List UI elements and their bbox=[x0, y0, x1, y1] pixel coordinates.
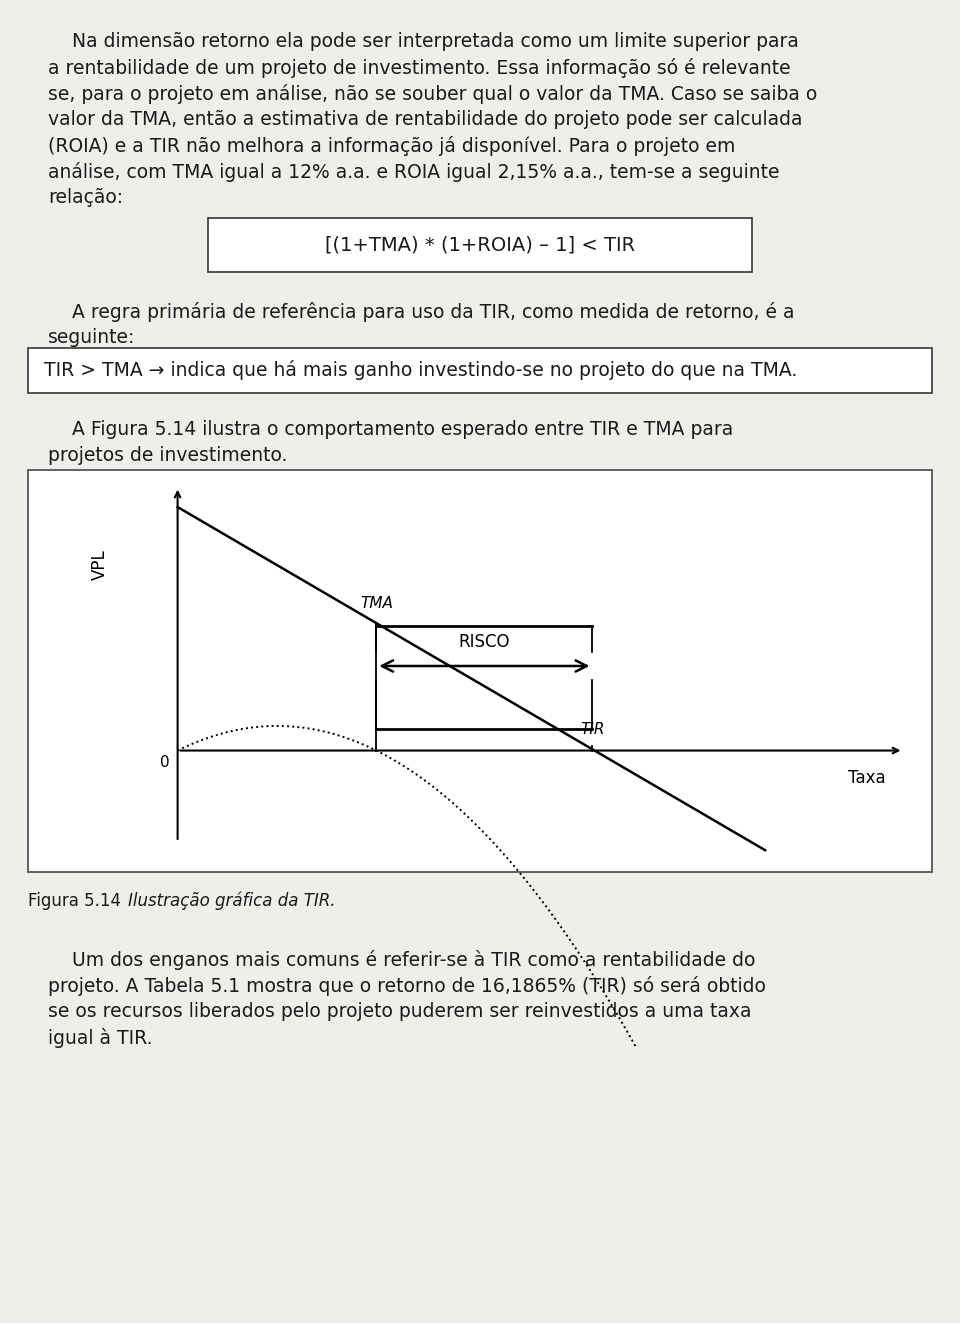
Text: a rentabilidade de um projeto de investimento. Essa informação só é relevante: a rentabilidade de um projeto de investi… bbox=[48, 58, 791, 78]
Text: VPL: VPL bbox=[91, 549, 108, 579]
Text: projeto. A Tabela 5.1 mostra que o retorno de 16,1865% (TIR) só será obtido: projeto. A Tabela 5.1 mostra que o retor… bbox=[48, 976, 766, 996]
Text: RISCO: RISCO bbox=[459, 632, 510, 651]
Text: se, para o projeto em análise, não se souber qual o valor da TMA. Caso se saiba : se, para o projeto em análise, não se so… bbox=[48, 83, 817, 105]
Text: TIR > TMA → indica que há mais ganho investindo-se no projeto do que na TMA.: TIR > TMA → indica que há mais ganho inv… bbox=[44, 360, 797, 381]
Text: A regra primária de referência para uso da TIR, como medida de retorno, é a: A regra primária de referência para uso … bbox=[48, 302, 795, 321]
Text: TIR: TIR bbox=[580, 722, 605, 737]
Bar bbox=[208, 218, 752, 273]
Text: projetos de investimento.: projetos de investimento. bbox=[48, 446, 287, 464]
Text: análise, com TMA igual a 12% a.a. e ROIA igual 2,15% a.a., tem-se a seguinte: análise, com TMA igual a 12% a.a. e ROIA… bbox=[48, 161, 780, 183]
Text: [(1+TMA) * (1+ROIA) – 1] < TIR: [(1+TMA) * (1+ROIA) – 1] < TIR bbox=[324, 235, 636, 254]
Bar bbox=[28, 348, 932, 393]
Text: Um dos enganos mais comuns é referir-se à TIR como a rentabilidade do: Um dos enganos mais comuns é referir-se … bbox=[48, 950, 756, 970]
Text: TMA: TMA bbox=[360, 597, 393, 611]
Text: 0: 0 bbox=[160, 754, 170, 770]
Text: A Figura 5.14 ilustra o comportamento esperado entre TIR e TMA para: A Figura 5.14 ilustra o comportamento es… bbox=[48, 419, 733, 439]
Text: Figura 5.14: Figura 5.14 bbox=[28, 892, 121, 910]
Text: Na dimensão retorno ela pode ser interpretada como um limite superior para: Na dimensão retorno ela pode ser interpr… bbox=[48, 32, 799, 52]
Text: Taxa: Taxa bbox=[849, 769, 886, 787]
Text: (ROIA) e a TIR não melhora a informação já disponível. Para o projeto em: (ROIA) e a TIR não melhora a informação … bbox=[48, 136, 735, 156]
Text: igual à TIR.: igual à TIR. bbox=[48, 1028, 153, 1048]
Text: seguinte:: seguinte: bbox=[48, 328, 135, 347]
Text: Ilustração gráfica da TIR.: Ilustração gráfica da TIR. bbox=[128, 892, 335, 910]
Bar bbox=[28, 470, 932, 872]
Text: relação:: relação: bbox=[48, 188, 123, 206]
Text: se os recursos liberados pelo projeto puderem ser reinvestidos a uma taxa: se os recursos liberados pelo projeto pu… bbox=[48, 1002, 752, 1021]
Text: valor da TMA, então a estimativa de rentabilidade do projeto pode ser calculada: valor da TMA, então a estimativa de rent… bbox=[48, 110, 803, 130]
